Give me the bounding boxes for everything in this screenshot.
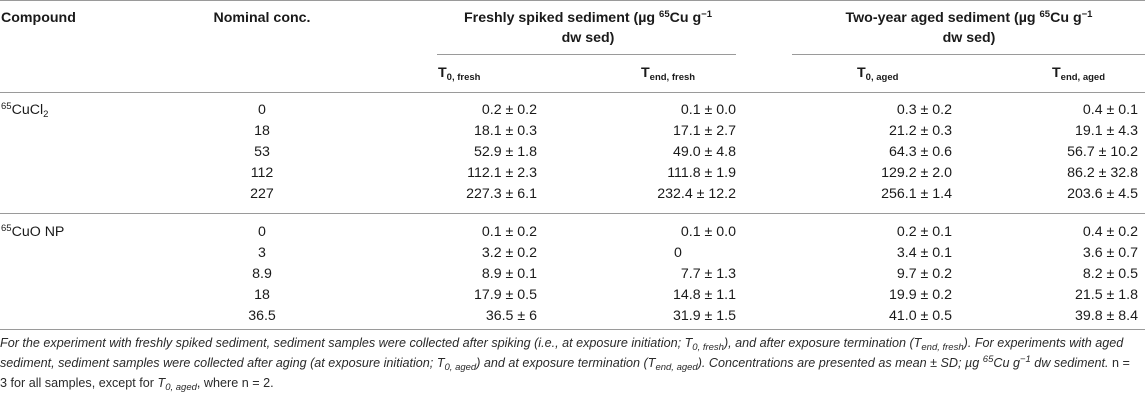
table-cell-tend-aged: 19.1 ± 4.3 xyxy=(1074,123,1138,139)
table-cell-t0-fresh: 18.1 ± 0.3 xyxy=(473,123,537,139)
table-row-nominal: 18 xyxy=(254,123,270,139)
table-row-nominal: 0 xyxy=(258,224,266,240)
table-cell-t0-aged: 41.0 ± 0.5 xyxy=(888,308,952,324)
table-row-nominal: 0 xyxy=(258,102,266,118)
table-cell-tend-aged: 3.6 ± 0.7 xyxy=(1082,245,1138,261)
compound-cucl2: 65CuCl2 xyxy=(1,101,49,120)
header-nominal-conc: Nominal conc. xyxy=(213,10,311,26)
table-cell-tend-fresh: 7.7 ± 1.3 xyxy=(680,266,736,282)
table-cell-tend-fresh: 111.8 ± 1.9 xyxy=(667,165,736,181)
table-row-nominal: 18 xyxy=(254,287,270,303)
table-row-nominal: 3 xyxy=(258,245,266,261)
table-cell-tend-aged: 8.2 ± 0.5 xyxy=(1082,266,1138,282)
table-cell-t0-aged: 129.2 ± 2.0 xyxy=(881,165,952,181)
table-cell-tend-fresh: 0.1 ± 0.0 xyxy=(680,102,736,118)
table-cell-tend-aged: 86.2 ± 32.8 xyxy=(1067,165,1138,181)
table-row-nominal: 227 xyxy=(250,186,274,202)
table-cell-t0-aged: 19.9 ± 0.2 xyxy=(888,287,952,303)
table-row-nominal: 112 xyxy=(250,165,274,181)
table-cell-t0-aged: 0.2 ± 0.1 xyxy=(896,224,952,240)
table-cell-t0-fresh: 0.1 ± 0.2 xyxy=(481,224,537,240)
compound-cuo-np: 65CuO NP xyxy=(1,223,65,240)
table-bottom-rule xyxy=(0,329,1145,330)
table-cell-tend-aged: 39.8 ± 8.4 xyxy=(1074,308,1138,324)
table-cell-tend-fresh: 0.1 ± 0.0 xyxy=(680,224,736,240)
fresh-group-rule xyxy=(437,54,736,55)
table-row-nominal: 53 xyxy=(254,144,270,160)
table-cell-t0-aged: 3.4 ± 0.1 xyxy=(896,245,952,261)
header-t0-aged: T0, aged xyxy=(857,65,899,83)
table-cell-tend-aged: 203.6 ± 4.5 xyxy=(1067,186,1138,202)
table-cell-tend-fresh: 31.9 ± 1.5 xyxy=(672,308,736,324)
table-cell-t0-aged: 9.7 ± 0.2 xyxy=(896,266,952,282)
header-fresh-group-line1: Freshly spiked sediment (µg 65Cu g−1 xyxy=(464,9,712,26)
table-cell-t0-fresh: 227.3 ± 6.1 xyxy=(466,186,537,202)
header-fresh-group-line2: dw sed) xyxy=(561,30,615,46)
table-cell-tend-aged: 0.4 ± 0.1 xyxy=(1082,102,1138,118)
table-cell-t0-aged: 21.2 ± 0.3 xyxy=(888,123,952,139)
table-cell-t0-fresh: 112.1 ± 2.3 xyxy=(467,165,537,181)
table-cell-tend-fresh: 0 xyxy=(674,245,682,261)
header-t0-fresh: T0, fresh xyxy=(438,65,481,83)
header-aged-group-line1: Two-year aged sediment (µg 65Cu g−1 xyxy=(845,9,1093,26)
table-cell-t0-fresh: 8.9 ± 0.1 xyxy=(481,266,537,282)
header-compound: Compound xyxy=(1,10,76,26)
table-cell-t0-fresh: 52.9 ± 1.8 xyxy=(473,144,537,160)
table-cell-tend-aged: 21.5 ± 1.8 xyxy=(1074,287,1138,303)
table-cell-t0-aged: 0.3 ± 0.2 xyxy=(896,102,952,118)
header-bottom-rule xyxy=(0,92,1145,93)
header-aged-group-line2: dw sed) xyxy=(942,30,996,46)
table-cell-t0-fresh: 3.2 ± 0.2 xyxy=(481,245,537,261)
table-cell-tend-aged: 56.7 ± 10.2 xyxy=(1067,144,1138,160)
header-tend-fresh: Tend, fresh xyxy=(641,65,696,83)
table-cell-t0-fresh: 17.9 ± 0.5 xyxy=(473,287,537,303)
table-cell-t0-aged: 64.3 ± 0.6 xyxy=(888,144,952,160)
table-cell-t0-aged: 256.1 ± 1.4 xyxy=(881,186,952,202)
table-cell-tend-fresh: 14.8 ± 1.1 xyxy=(672,287,736,303)
table-row-nominal: 8.9 xyxy=(252,266,272,282)
header-tend-aged: Tend, aged xyxy=(1052,65,1106,83)
table-row-nominal: 36.5 xyxy=(248,308,276,324)
table-top-rule xyxy=(0,0,1145,1)
table-cell-t0-fresh: 0.2 ± 0.2 xyxy=(481,102,537,118)
table-footnote: For the experiment with freshly spiked s… xyxy=(0,336,1130,393)
table-cell-tend-fresh: 232.4 ± 12.2 xyxy=(657,186,736,202)
table-cell-tend-fresh: 17.1 ± 2.7 xyxy=(672,123,736,139)
aged-group-rule xyxy=(792,54,1145,55)
table-cell-tend-aged: 0.4 ± 0.2 xyxy=(1082,224,1138,240)
table-cell-t0-fresh: 36.5 ± 6 xyxy=(485,308,537,324)
table-cell-tend-fresh: 49.0 ± 4.8 xyxy=(672,144,736,160)
group-divider-rule xyxy=(0,213,1145,214)
